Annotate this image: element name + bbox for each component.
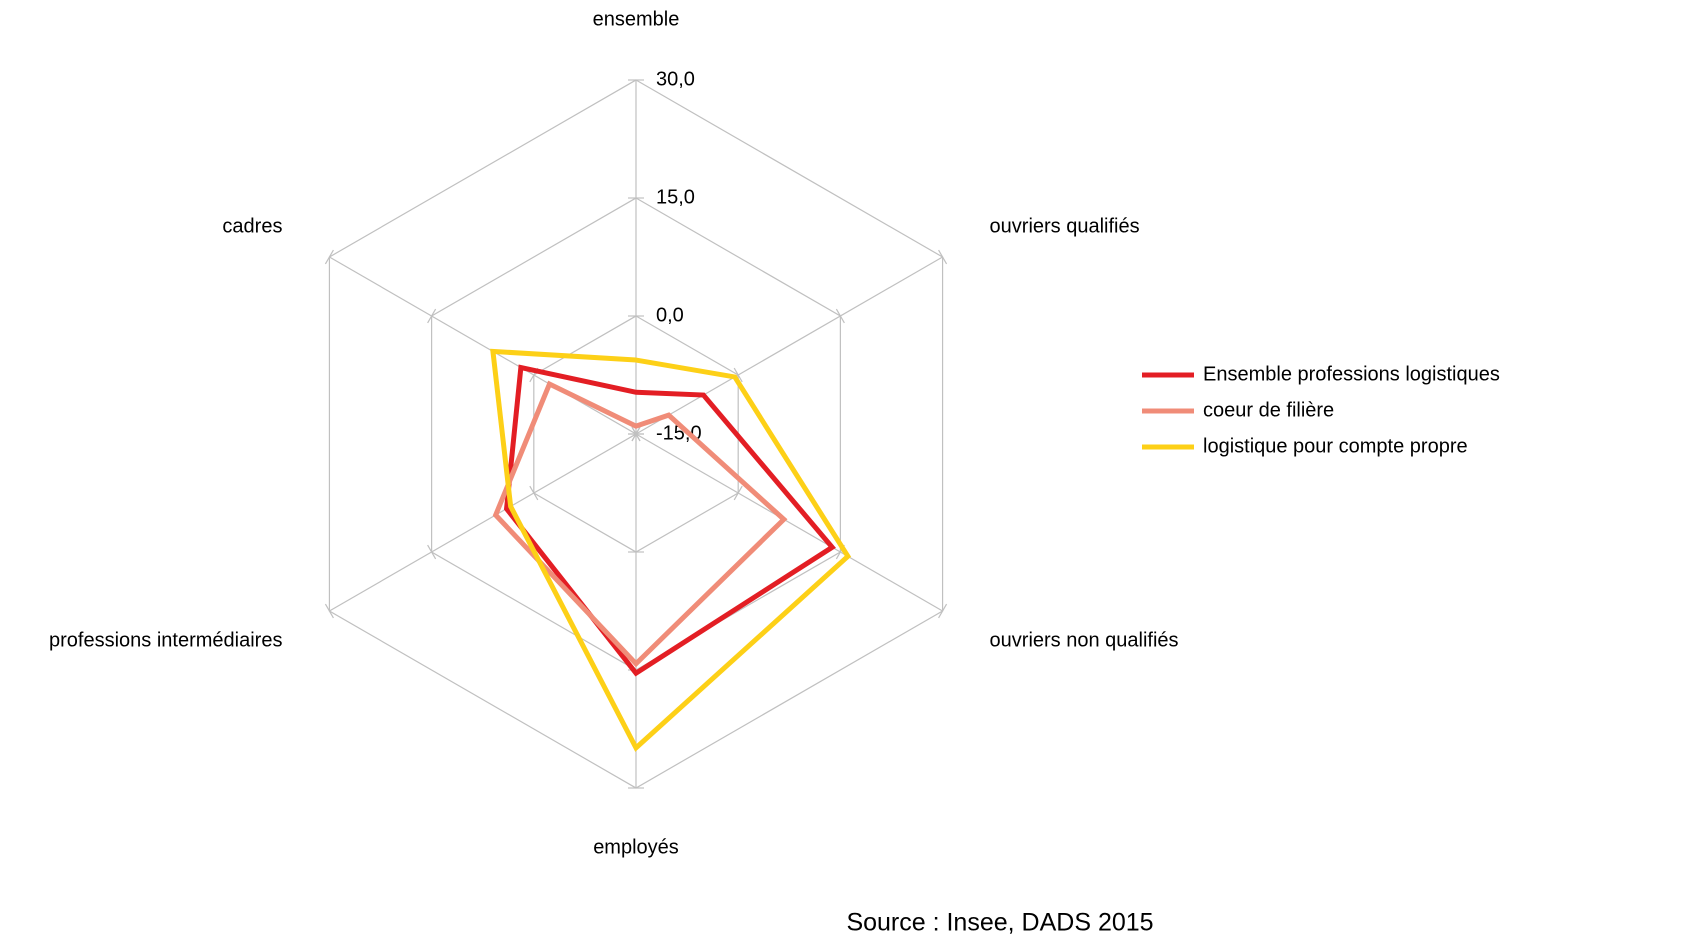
tick-label: 0,0 xyxy=(656,304,684,326)
tick-label: 30,0 xyxy=(656,68,695,90)
spoke xyxy=(329,256,637,435)
tick-mark xyxy=(938,249,948,265)
tick-label: 15,0 xyxy=(656,186,695,208)
spoke xyxy=(635,433,943,612)
series-line xyxy=(492,380,788,668)
series-line xyxy=(490,348,852,752)
series-line xyxy=(503,364,836,677)
tick-mark xyxy=(427,544,437,560)
source-note: Source : Insee, DADS 2015 xyxy=(846,909,1153,936)
tick-mark xyxy=(631,426,641,442)
spoke xyxy=(635,256,943,435)
tick-label: -15,0 xyxy=(656,422,702,444)
tick-mark xyxy=(427,308,437,324)
legend-label: Ensemble professions logistiques xyxy=(1203,363,1500,385)
tick-mark xyxy=(324,249,334,265)
tick-mark xyxy=(938,603,948,619)
legend-label: logistique pour compte propre xyxy=(1203,435,1468,457)
category-label: employés xyxy=(593,836,679,858)
legend-label: coeur de filière xyxy=(1203,399,1334,421)
category-label: cadres xyxy=(222,215,282,237)
category-label: ouvriers non qualifiés xyxy=(990,629,1179,651)
tick-mark xyxy=(733,367,743,383)
tick-mark xyxy=(835,308,845,324)
spoke xyxy=(329,433,637,612)
category-label: professions intermédiaires xyxy=(49,629,282,651)
tick-mark xyxy=(529,485,539,501)
category-label: ouvriers qualifiés xyxy=(990,215,1140,237)
category-label: ensemble xyxy=(593,8,680,30)
tick-mark xyxy=(324,603,334,619)
tick-mark xyxy=(733,485,743,501)
